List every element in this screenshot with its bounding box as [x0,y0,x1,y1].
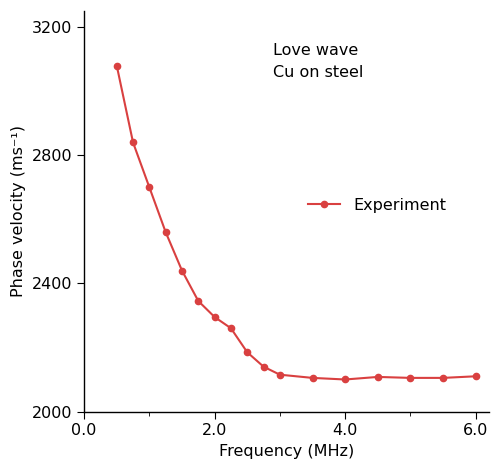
Experiment [440,375,446,381]
Experiment [244,350,250,355]
Experiment [146,184,152,190]
Experiment [162,229,168,235]
Experiment [277,372,283,377]
Experiment [342,376,348,382]
Experiment [179,268,185,274]
Text: Love wave
Cu on steel: Love wave Cu on steel [274,43,364,80]
Experiment [375,374,381,380]
Experiment [130,140,136,145]
Line: Experiment: Experiment [114,63,479,383]
Y-axis label: Phase velocity (ms⁻¹): Phase velocity (ms⁻¹) [11,125,26,298]
X-axis label: Frequency (MHz): Frequency (MHz) [219,444,354,459]
Experiment [408,375,414,381]
Experiment [260,364,266,369]
Experiment [212,314,218,320]
Experiment [114,63,119,69]
Experiment [310,375,316,381]
Experiment [228,325,234,331]
Experiment [196,298,202,304]
Legend: Experiment: Experiment [302,191,452,219]
Experiment [472,374,478,379]
